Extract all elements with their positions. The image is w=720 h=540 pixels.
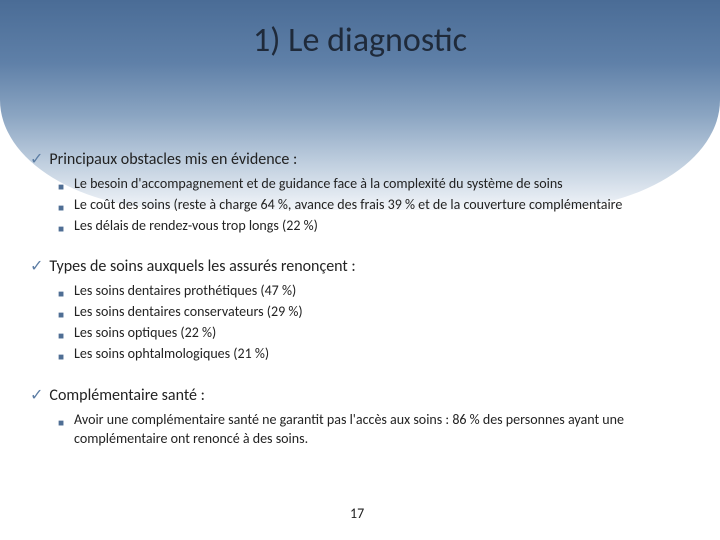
content-area: ✓ Principaux obstacles mis en évidence :… (30, 150, 700, 470)
heading-text: Complémentaire santé : (49, 386, 204, 407)
square-bullet-icon: ■ (58, 222, 64, 235)
page-number: 17 (350, 505, 364, 522)
heading-line: ✓ Complémentaire santé : (30, 386, 700, 407)
square-bullet-icon: ■ (58, 180, 64, 193)
square-bullet-icon: ■ (58, 329, 64, 342)
heading-line: ✓ Principaux obstacles mis en évidence : (30, 150, 700, 171)
square-bullet-icon: ■ (58, 201, 64, 214)
list-item: ■ Les soins ophtalmologiques (21 %) (58, 345, 700, 364)
item-text: Les délais de rendez-vous trop longs (22… (74, 217, 318, 236)
checkmark-icon: ✓ (30, 386, 43, 407)
list-item: ■ Les soins dentaires conservateurs (29 … (58, 303, 700, 322)
item-text: Les soins optiques (22 %) (74, 324, 216, 343)
square-bullet-icon: ■ (58, 308, 64, 321)
item-text: Les soins dentaires conservateurs (29 %) (74, 303, 303, 322)
item-text: Les soins dentaires prothétiques (47 %) (74, 282, 296, 301)
section-complementaire: ✓ Complémentaire santé : ■ Avoir une com… (30, 386, 700, 449)
checkmark-icon: ✓ (30, 150, 43, 171)
list-item: ■ Le coût des soins (reste à charge 64 %… (58, 196, 700, 215)
section-types-soins: ✓ Types de soins auxquels les assurés re… (30, 257, 700, 363)
list-item: ■ Le besoin d'accompagnement et de guida… (58, 175, 700, 194)
slide-title: 1) Le diagnostic (0, 20, 720, 61)
checkmark-icon: ✓ (30, 257, 43, 278)
list-item: ■ Les délais de rendez-vous trop longs (… (58, 217, 700, 236)
list-item: ■ Avoir une complémentaire santé ne gara… (58, 411, 700, 449)
item-text: Avoir une complémentaire santé ne garant… (74, 411, 700, 449)
item-text: Les soins ophtalmologiques (21 %) (74, 345, 269, 364)
heading-text: Principaux obstacles mis en évidence : (49, 150, 297, 171)
list-item: ■ Les soins optiques (22 %) (58, 324, 700, 343)
square-bullet-icon: ■ (58, 287, 64, 300)
slide: 1) Le diagnostic ✓ Principaux obstacles … (0, 0, 720, 540)
item-text: Le besoin d'accompagnement et de guidanc… (74, 175, 563, 194)
heading-text: Types de soins auxquels les assurés reno… (49, 257, 355, 278)
square-bullet-icon: ■ (58, 350, 64, 363)
square-bullet-icon: ■ (58, 416, 64, 429)
list-item: ■ Les soins dentaires prothétiques (47 %… (58, 282, 700, 301)
item-text: Le coût des soins (reste à charge 64 %, … (74, 196, 622, 215)
section-obstacles: ✓ Principaux obstacles mis en évidence :… (30, 150, 700, 235)
heading-line: ✓ Types de soins auxquels les assurés re… (30, 257, 700, 278)
